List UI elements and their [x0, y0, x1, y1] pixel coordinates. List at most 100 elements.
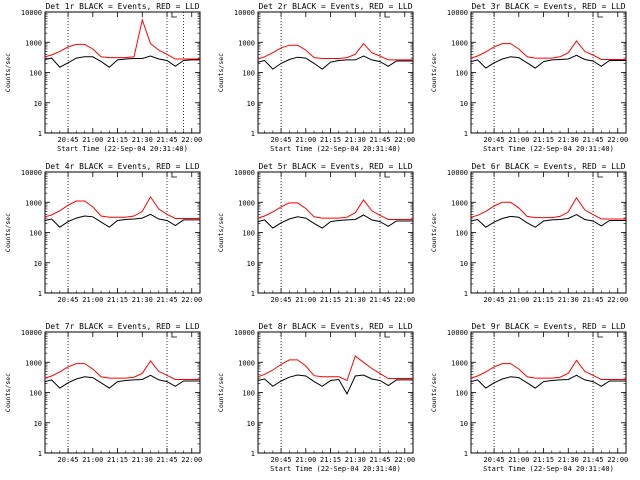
x-tick-label: 20:45 [58, 296, 79, 304]
x-tick-label: 21:00 [82, 296, 103, 304]
x-tick-label: 21:00 [295, 296, 316, 304]
y-tick-label: 10000 [447, 329, 468, 337]
y-tick-label: 1000 [451, 199, 468, 207]
y-axis-label: Counts/sec [217, 213, 225, 252]
x-tick-label: 21:00 [82, 456, 103, 464]
interval-marker [384, 12, 390, 18]
y-tick-label: 1 [464, 450, 468, 458]
x-axis-label: Start Time (22-Sep-04 20:31:40) [483, 465, 614, 473]
lld-series-line [470, 196, 626, 220]
detector-chart: Det 4r BLACK = Events, RED = LLD 1 10 100 10… [4, 162, 202, 304]
y-tick-label: 10000 [234, 329, 255, 337]
y-axis-label: Counts/sec [4, 213, 12, 252]
x-tick-label: 20:45 [271, 136, 292, 144]
interval-marker [384, 172, 390, 178]
events-series-line [257, 214, 413, 229]
y-tick-label: 100 [29, 70, 42, 78]
x-tick-label: 21:15 [320, 456, 341, 464]
x-tick-label: 21:30 [558, 456, 579, 464]
x-tick-label: 22:00 [181, 296, 202, 304]
x-tick-label: 22:00 [394, 456, 415, 464]
y-tick-label: 10 [34, 100, 42, 108]
y-tick-label: 10000 [234, 9, 255, 17]
detector-chart: Det 9r BLACK = Events, RED = LLD 1 10 100 10… [430, 322, 628, 473]
y-axis-label: Counts/sec [430, 53, 438, 92]
y-tick-label: 100 [242, 230, 255, 238]
x-tick-label: 21:30 [132, 136, 153, 144]
x-tick-label: 21:30 [132, 296, 153, 304]
y-tick-label: 10 [247, 420, 255, 428]
chart-title: Det 1r BLACK = Events, RED = LLD [45, 2, 199, 11]
events-series-line [257, 55, 413, 70]
x-tick-label: 21:45 [369, 456, 390, 464]
interval-marker [597, 172, 603, 178]
x-tick-label: 21:45 [582, 296, 603, 304]
x-tick-label: 20:45 [58, 456, 79, 464]
events-series-line [257, 374, 413, 395]
y-tick-label: 100 [242, 390, 255, 398]
x-tick-label: 21:45 [369, 296, 390, 304]
y-tick-label: 1000 [238, 199, 255, 207]
y-tick-label: 1000 [25, 39, 42, 47]
interval-marker [384, 332, 390, 338]
interval-marker [597, 332, 603, 338]
y-tick-label: 1 [251, 290, 255, 298]
chart-title: Det 3r BLACK = Events, RED = LLD [471, 2, 625, 11]
detector-chart: Det 1r BLACK = Events, RED = LLD 1 10 100 10… [4, 2, 202, 153]
lld-series-line [470, 359, 626, 380]
y-axis-label: Counts/sec [430, 373, 438, 412]
events-series-line [470, 374, 626, 389]
x-tick-label: 21:45 [582, 136, 603, 144]
y-tick-label: 10 [34, 420, 42, 428]
y-axis-label: Counts/sec [4, 373, 12, 412]
detector-panel: Det 1r BLACK = Events, RED = LLD 1 10 100 10… [0, 0, 213, 160]
y-tick-label: 100 [29, 230, 42, 238]
x-tick-label: 21:45 [369, 136, 390, 144]
y-tick-label: 1000 [25, 359, 42, 367]
y-tick-label: 10000 [21, 169, 42, 177]
chart-title: Det 5r BLACK = Events, RED = LLD [258, 162, 412, 171]
y-tick-label: 1 [464, 130, 468, 138]
y-tick-label: 10000 [21, 9, 42, 17]
y-tick-label: 10 [247, 260, 255, 268]
x-tick-label: 22:00 [181, 456, 202, 464]
lld-series-line [257, 199, 413, 220]
y-axis-label: Counts/sec [217, 53, 225, 92]
y-tick-label: 10 [460, 260, 468, 268]
x-tick-label: 21:30 [558, 296, 579, 304]
detector-panel: Det 3r BLACK = Events, RED = LLD 1 10 100 10… [426, 0, 639, 160]
x-tick-label: 20:45 [58, 136, 79, 144]
x-tick-label: 20:45 [271, 296, 292, 304]
x-tick-label: 21:00 [295, 456, 316, 464]
x-tick-label: 22:00 [394, 296, 415, 304]
y-tick-label: 1000 [25, 199, 42, 207]
detector-panel: Det 7r BLACK = Events, RED = LLD 1 10 100 10… [0, 320, 213, 480]
y-tick-label: 1 [38, 450, 42, 458]
detector-chart: Det 8r BLACK = Events, RED = LLD 1 10 100 10… [217, 322, 415, 473]
x-tick-label: 21:15 [320, 136, 341, 144]
detector-chart: Det 3r BLACK = Events, RED = LLD 1 10 100 10… [430, 2, 628, 153]
x-tick-label: 21:45 [582, 456, 603, 464]
y-tick-label: 10 [247, 100, 255, 108]
y-tick-label: 10000 [447, 9, 468, 17]
x-tick-label: 22:00 [607, 296, 628, 304]
detector-chart: Det 5r BLACK = Events, RED = LLD 1 10 100 10… [217, 162, 415, 304]
x-tick-label: 21:15 [107, 456, 128, 464]
x-tick-label: 21:30 [345, 296, 366, 304]
x-axis-label: Start Time (22-Sep-04 20:31:40) [483, 145, 614, 153]
y-tick-label: 10 [460, 100, 468, 108]
y-axis-label: Counts/sec [217, 373, 225, 412]
y-tick-label: 1000 [451, 359, 468, 367]
y-tick-label: 10000 [234, 169, 255, 177]
chart-title: Det 8r BLACK = Events, RED = LLD [258, 322, 412, 331]
x-axis-label: Start Time (22-Sep-04 20:31:40) [270, 465, 401, 473]
x-tick-label: 21:15 [107, 296, 128, 304]
lld-series-line [257, 42, 413, 61]
detector-panel: Det 2r BLACK = Events, RED = LLD 1 10 100 10… [213, 0, 426, 160]
y-tick-label: 1 [464, 290, 468, 298]
detector-chart: Det 2r BLACK = Events, RED = LLD 1 10 100 10… [217, 2, 415, 153]
x-tick-label: 21:30 [558, 136, 579, 144]
detector-panel: Det 8r BLACK = Events, RED = LLD 1 10 100 10… [213, 320, 426, 480]
x-tick-label: 21:45 [156, 456, 177, 464]
